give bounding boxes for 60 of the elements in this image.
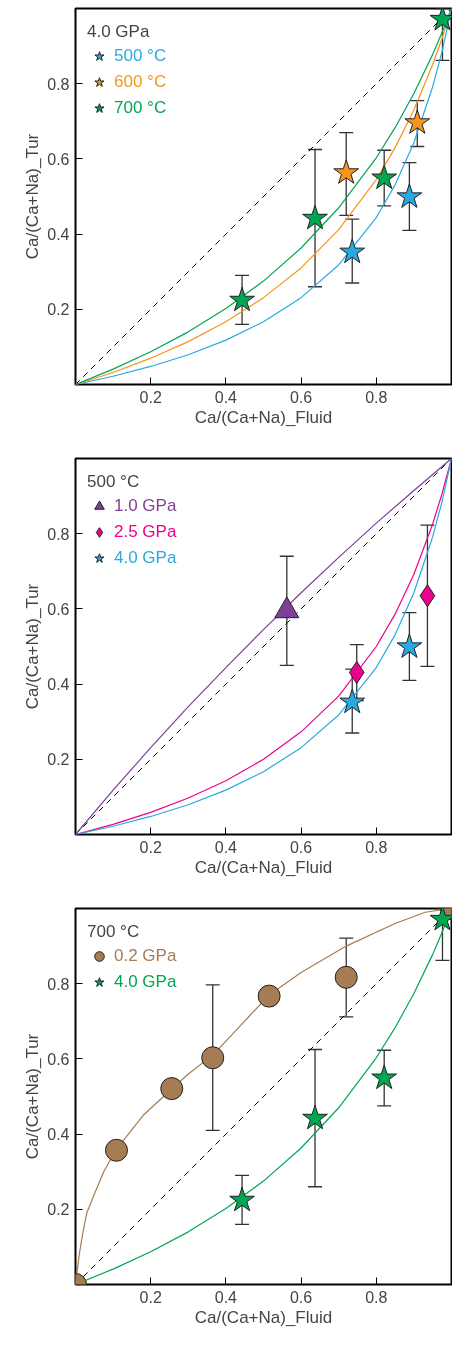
point	[201, 1046, 225, 1070]
y-tick-label: 0.6	[47, 150, 70, 168]
y-tick-label: 0.8	[47, 525, 70, 543]
x-tick-label: 0.4	[214, 1288, 238, 1306]
point	[334, 965, 358, 989]
legend-title: 500 °C	[87, 472, 141, 492]
point	[396, 183, 423, 208]
x-tick-label: 0.8	[365, 838, 388, 856]
point	[257, 984, 281, 1008]
x-tick-label: 0.6	[289, 388, 313, 406]
legend-label: 4.0 GPa	[114, 971, 177, 993]
y-tick-label: 0.8	[47, 75, 70, 93]
x-tick-label: 0.4	[214, 838, 238, 856]
x-tick-label: 0.8	[365, 1288, 388, 1306]
point	[348, 660, 365, 684]
legend-label: 1.0 GPa	[114, 495, 177, 517]
legend-label: 700 °C	[114, 97, 167, 119]
point	[302, 1104, 328, 1130]
legend-label: 500 °C	[114, 45, 167, 67]
x-tick-label: 0.8	[365, 388, 388, 406]
x-tick-label: 0.6	[289, 838, 313, 856]
legend-label: 600 °C	[114, 71, 167, 93]
y-tick-label: 0.8	[47, 975, 70, 993]
legend-label: 0.2 GPa	[114, 945, 177, 967]
y-tick-label: 0.4	[47, 226, 70, 244]
point	[339, 238, 366, 264]
y-axis-title: Ca/(Ca+Na)_Tur	[23, 1033, 43, 1160]
x-axis-title: Ca/(Ca+Na)_Fluid	[194, 407, 333, 427]
point	[229, 1186, 255, 1212]
point	[371, 164, 398, 190]
y-tick-label: 0.4	[47, 1126, 70, 1144]
legend-title: 700 °C	[87, 922, 141, 942]
y-tick-label: 0.2	[47, 1201, 70, 1219]
legend-title: 4.0 GPa	[87, 22, 151, 42]
x-tick-label: 0.6	[289, 1288, 313, 1306]
x-tick-label: 0.2	[139, 1288, 162, 1306]
point	[396, 633, 423, 658]
point	[371, 1064, 398, 1090]
y-tick-label: 0.4	[47, 676, 70, 694]
point	[404, 109, 431, 134]
y-tick-label: 0.6	[47, 1050, 70, 1068]
point	[419, 584, 436, 608]
point	[229, 286, 255, 312]
y-axis-title: Ca/(Ca+Na)_Tur	[23, 133, 43, 260]
y-tick-label: 0.2	[47, 301, 70, 319]
x-axis-title: Ca/(Ca+Na)_Fluid	[194, 1307, 333, 1327]
x-axis-title: Ca/(Ca+Na)_Fluid	[194, 857, 333, 877]
y-axis-title: Ca/(Ca+Na)_Tur	[23, 583, 43, 710]
x-tick-label: 0.2	[139, 388, 162, 406]
y-tick-label: 0.6	[47, 600, 70, 618]
point	[104, 1138, 128, 1162]
legend-label: 4.0 GPa	[114, 547, 177, 569]
point	[333, 159, 360, 184]
point	[302, 204, 328, 230]
point	[160, 1077, 184, 1101]
x-tick-label: 0.4	[214, 388, 238, 406]
legend-label: 2.5 GPa	[114, 521, 177, 543]
y-tick-label: 0.2	[47, 751, 70, 769]
point	[339, 688, 366, 714]
x-tick-label: 0.2	[139, 838, 162, 856]
